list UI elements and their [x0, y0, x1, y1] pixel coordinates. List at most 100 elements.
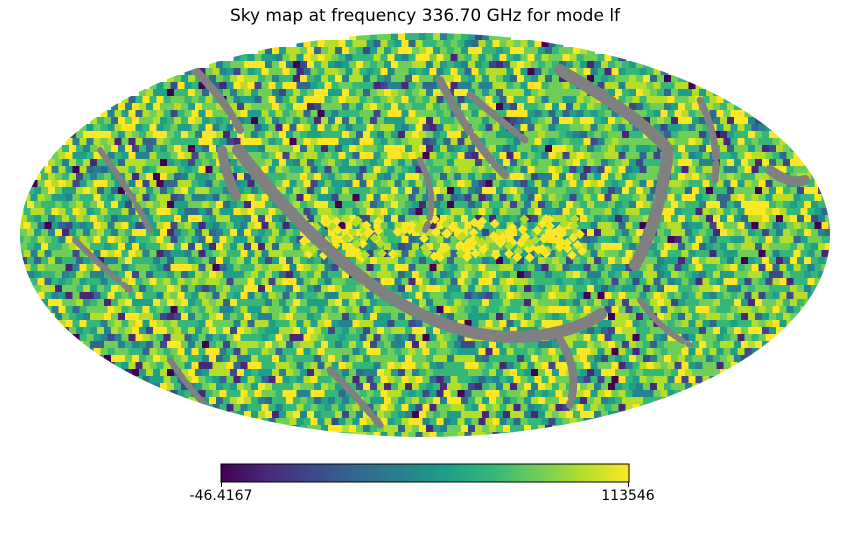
map-pixel: [415, 362, 424, 370]
map-pixel: [307, 285, 315, 293]
map-pixel: [524, 285, 532, 293]
map-pixel: [825, 243, 830, 251]
map-pixel: [352, 40, 361, 48]
map-pixel: [48, 313, 56, 321]
map-pixel: [489, 33, 497, 41]
map-pixel: [751, 292, 760, 300]
map-pixel: [160, 341, 168, 349]
map-pixel: [377, 383, 385, 391]
map-pixel: [517, 187, 525, 195]
map-pixel: [272, 355, 280, 363]
map-pixel: [366, 320, 375, 328]
map-pixel: [230, 369, 238, 377]
map-pixel: [618, 334, 627, 342]
map-pixel: [34, 271, 42, 279]
map-pixel: [181, 89, 189, 97]
map-pixel: [139, 369, 147, 377]
map-pixel: [608, 187, 616, 195]
map-pixel: [114, 264, 123, 272]
map-pixel: [167, 299, 175, 307]
map-pixel: [650, 341, 658, 349]
map-pixel: [331, 194, 340, 202]
map-pixel: [436, 222, 445, 230]
map-pixel: [415, 320, 424, 328]
map-pixel: [811, 215, 819, 223]
map-pixel: [751, 264, 760, 272]
map-pixel: [555, 278, 564, 286]
map-pixel: [447, 61, 455, 69]
map-pixel: [156, 180, 165, 188]
map-pixel: [450, 278, 459, 286]
map-pixel: [762, 201, 770, 209]
map-pixel: [317, 54, 326, 62]
map-pixel: [468, 271, 476, 279]
map-pixel: [408, 166, 417, 174]
map-pixel: [349, 257, 357, 265]
map-pixel: [660, 250, 669, 258]
map-pixel: [836, 250, 844, 258]
map-pixel: [384, 215, 392, 223]
map-pixel: [597, 250, 606, 258]
map-pixel: [212, 194, 221, 202]
map-pixel: [405, 75, 413, 83]
map-pixel: [128, 362, 137, 370]
map-pixel: [601, 159, 609, 167]
map-pixel: [730, 278, 739, 286]
map-pixel: [604, 152, 613, 160]
map-pixel: [821, 222, 830, 230]
map-pixel: [485, 222, 494, 230]
map-pixel: [779, 278, 788, 286]
map-pixel: [240, 222, 249, 230]
map-pixel: [279, 159, 287, 167]
map-pixel: [181, 173, 189, 181]
map-pixel: [230, 215, 238, 223]
map-pixel: [177, 152, 186, 160]
map-pixel: [783, 271, 791, 279]
map-pixel: [436, 334, 445, 342]
map-pixel: [205, 250, 214, 258]
map-pixel: [646, 194, 655, 202]
map-pixel: [478, 68, 487, 76]
map-pixel: [538, 117, 546, 125]
map-pixel: [181, 131, 189, 139]
map-pixel: [202, 243, 210, 251]
map-pixel: [590, 68, 599, 76]
map-pixel: [321, 61, 329, 69]
map-pixel: [373, 194, 382, 202]
map-pixel: [702, 334, 711, 342]
map-pixel: [664, 89, 672, 97]
map-pixel: [191, 250, 200, 258]
map-pixel: [608, 327, 616, 335]
map-pixel: [741, 145, 749, 153]
map-pixel: [492, 54, 501, 62]
map-pixel: [359, 40, 368, 48]
map-pixel: [573, 355, 581, 363]
map-pixel: [688, 110, 697, 118]
map-pixel: [461, 145, 469, 153]
map-pixel: [758, 334, 767, 342]
map-pixel: [660, 264, 669, 272]
map-pixel: [440, 145, 448, 153]
map-pixel: [534, 194, 543, 202]
map-pixel: [513, 166, 522, 174]
map-pixel: [408, 138, 417, 146]
map-pixel: [552, 145, 560, 153]
map-pixel: [720, 243, 728, 251]
map-pixel: [664, 313, 672, 321]
map-pixel: [216, 299, 224, 307]
map-pixel: [177, 264, 186, 272]
map-pixel: [457, 96, 466, 104]
map-pixel: [20, 222, 25, 230]
map-pixel: [534, 264, 543, 272]
map-pixel: [27, 257, 35, 265]
map-pixel: [275, 320, 284, 328]
map-pixel: [790, 285, 798, 293]
map-pixel: [457, 82, 466, 90]
map-pixel: [300, 327, 308, 335]
map-pixel: [538, 257, 546, 265]
map-pixel: [380, 68, 389, 76]
map-pixel: [657, 299, 665, 307]
map-pixel: [513, 82, 522, 90]
map-pixel: [492, 194, 501, 202]
map-pixel: [83, 285, 91, 293]
